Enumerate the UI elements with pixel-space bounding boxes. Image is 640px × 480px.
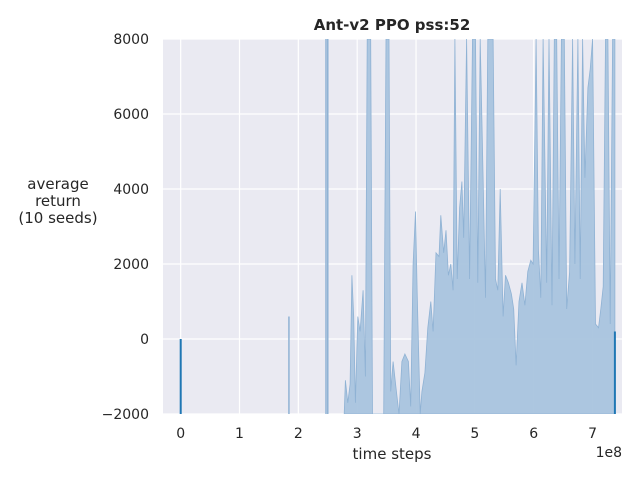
y-tick-label: 6000 <box>113 107 149 123</box>
y-tick-label: 0 <box>140 332 149 348</box>
x-tick-label: 4 <box>412 426 421 442</box>
line-layer <box>179 331 616 414</box>
confidence-band <box>343 39 616 414</box>
x-axis-ticks: 0 1 2 3 4 5 6 7 <box>176 426 597 442</box>
x-tick-label: 7 <box>588 426 597 442</box>
y-tick-label: 8000 <box>113 32 149 48</box>
band-layer <box>288 39 616 414</box>
y-tick-label: 4000 <box>113 182 149 198</box>
x-tick-label: 6 <box>529 426 538 442</box>
x-tick-label: 2 <box>294 426 303 442</box>
y-axis-label-line-2: return <box>35 192 81 210</box>
y-axis-ticks: −2000 0 2000 4000 6000 8000 <box>102 32 149 423</box>
chart-title: Ant-v2 PPO pss:52 <box>314 16 471 34</box>
x-axis-label: time steps <box>353 445 432 463</box>
x-tick-label: 5 <box>470 426 479 442</box>
y-axis-label-line-3: (10 seeds) <box>18 209 97 227</box>
y-tick-label: 2000 <box>113 257 149 273</box>
y-axis-label-line-1: average <box>27 175 88 193</box>
y-tick-label: −2000 <box>102 407 149 423</box>
x-tick-label: 1 <box>235 426 244 442</box>
x-tick-label: 0 <box>176 426 185 442</box>
x-axis-multiplier: 1e8 <box>596 445 622 461</box>
x-tick-label: 3 <box>353 426 362 442</box>
